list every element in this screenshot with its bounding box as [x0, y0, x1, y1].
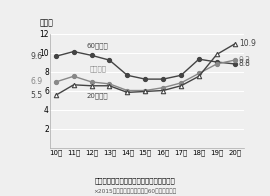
- Text: 【市区町村の年代別魅力度平均点の推移】: 【市区町村の年代別魅力度平均点の推移】: [94, 178, 176, 184]
- Text: 9.6: 9.6: [31, 52, 43, 61]
- Text: 5.5: 5.5: [31, 91, 43, 100]
- Text: 9.2: 9.2: [239, 56, 251, 65]
- Text: 60代平均: 60代平均: [86, 43, 108, 49]
- Text: （点）: （点）: [40, 19, 54, 28]
- Text: 全体平均: 全体平均: [90, 65, 107, 72]
- Text: 8.8: 8.8: [239, 59, 251, 68]
- Text: 6.9: 6.9: [31, 77, 43, 86]
- Text: 10.9: 10.9: [239, 39, 256, 48]
- Text: 20代平均: 20代平均: [86, 93, 108, 100]
- Text: ×2015年単純集計結果は年代60代までの結果: ×2015年単純集計結果は年代60代までの結果: [93, 188, 177, 194]
